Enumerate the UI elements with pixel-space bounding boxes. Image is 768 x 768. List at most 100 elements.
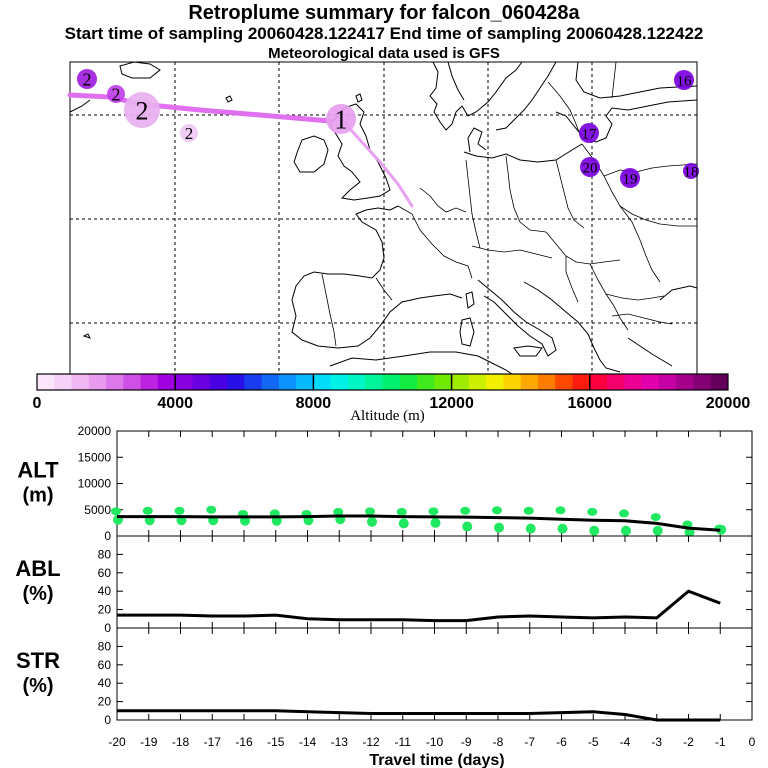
- altitude-point: [557, 523, 568, 534]
- colorbar-swatch: [175, 374, 193, 390]
- colorbar-swatch: [607, 374, 625, 390]
- sardinia: [459, 317, 475, 347]
- plume-marker-label: 2: [185, 124, 194, 143]
- y-tick-label: 60: [98, 566, 112, 580]
- north-africa: [329, 351, 513, 375]
- plume-marker-label: 16: [677, 73, 693, 89]
- colorbar-swatch: [555, 374, 574, 390]
- map-gridlines: [70, 62, 697, 374]
- altitude-point: [111, 507, 121, 516]
- colorbar-swatch: [503, 374, 522, 390]
- plume-marker-label: 2: [112, 84, 121, 104]
- colorbar-swatch: [417, 374, 435, 390]
- altitude-point: [494, 522, 504, 533]
- panel-frame: [116, 627, 753, 721]
- denmark: [467, 127, 487, 153]
- france-spain-coast: [291, 205, 463, 349]
- faroe: [225, 95, 233, 103]
- altitude-point: [716, 524, 727, 535]
- x-axis-label: Travel time (days): [369, 752, 504, 768]
- sampling-time-line: Start time of sampling 20060428.122417 E…: [64, 24, 704, 43]
- colorbar-axis-label: Altitude (m): [350, 408, 425, 424]
- plume-marker: [579, 123, 599, 143]
- x-tick-label: -1: [715, 735, 726, 749]
- colorbar-swatch: [693, 374, 712, 390]
- plume-marker: [674, 70, 694, 90]
- x-tick-label: -8: [493, 735, 504, 749]
- altitude-point: [460, 506, 471, 515]
- colorbar-swatch: [589, 374, 608, 390]
- black-sea: [659, 285, 698, 301]
- plume-marker: [77, 69, 97, 89]
- altitude-point: [462, 521, 473, 532]
- great-britain: [329, 103, 391, 201]
- colorbar-swatch: [313, 374, 332, 390]
- sicily: [513, 345, 543, 357]
- plume-marker-label: 2: [136, 96, 149, 125]
- colorbar-swatch: [399, 374, 418, 390]
- norway-inner-coast: [447, 61, 465, 101]
- altitude-point: [619, 509, 629, 518]
- y-axis-label: ABL: [15, 556, 60, 581]
- altitude-mean-line: [117, 514, 721, 532]
- x-tick-label: -6: [556, 735, 567, 749]
- x-tick-label: -2: [683, 735, 694, 749]
- y-tick-label: 10000: [78, 477, 112, 491]
- altitude-point: [525, 523, 536, 534]
- altitude-point: [206, 505, 217, 514]
- colorbar-swatch: [54, 374, 73, 390]
- y-tick-label: 60: [98, 658, 112, 672]
- x-tick-label: -9: [461, 735, 472, 749]
- x-tick-label: -14: [299, 735, 317, 749]
- met-data-line: Meteorological data used is GFS: [268, 45, 500, 62]
- corsica: [465, 291, 475, 309]
- colorbar-swatch: [641, 374, 660, 390]
- plume-marker: [124, 92, 160, 128]
- altitude-point: [492, 506, 502, 515]
- altitude-point: [555, 506, 566, 515]
- colorbar-swatch: [192, 374, 211, 390]
- panel-frame: [116, 535, 753, 629]
- altitude-point: [428, 507, 439, 516]
- x-tick-label: -15: [267, 735, 285, 749]
- colorbar-swatch: [330, 374, 349, 390]
- altitude-point: [142, 506, 153, 515]
- plume-marker-label: 1: [334, 105, 348, 135]
- colorbar-swatch: [624, 374, 643, 390]
- sweden-coast: [495, 61, 557, 131]
- scandinavia-coast: [429, 61, 523, 131]
- italy: [477, 279, 557, 357]
- altitude-point: [396, 507, 407, 516]
- colorbar-swatch: [123, 374, 142, 390]
- colorbar-swatch: [520, 374, 539, 390]
- y-axis-label: STR: [16, 648, 60, 673]
- colorbar-tick-label: 20000: [706, 395, 751, 412]
- adriatic-coast: [523, 281, 621, 373]
- altitude-point: [174, 506, 185, 515]
- altitude-point: [365, 507, 375, 516]
- colorbar-swatch: [261, 374, 280, 390]
- colorbar-swatch: [486, 374, 504, 390]
- colorbar-swatch: [365, 374, 383, 390]
- colorbar-swatch: [227, 374, 245, 390]
- colorbar-tick-label: 12000: [429, 395, 474, 412]
- colorbar-swatch: [451, 374, 470, 390]
- y-tick-label: 80: [98, 547, 112, 561]
- y-tick-label: 40: [98, 676, 112, 690]
- y-axis-label: (%): [22, 675, 53, 697]
- baltic-south-coast: [463, 143, 583, 163]
- y-tick-label: 80: [98, 639, 112, 653]
- colorbar-swatch: [37, 374, 55, 390]
- plume-marker: [180, 124, 198, 142]
- x-tick-label: -5: [588, 735, 599, 749]
- plume-marker-label: 18: [684, 164, 699, 180]
- altitude-point: [398, 518, 409, 529]
- y-tick-label: 0: [104, 621, 111, 635]
- plume-marker: [620, 168, 640, 188]
- colorbar-tick-label: 8000: [296, 395, 332, 412]
- y-axis-label: (%): [22, 583, 53, 605]
- altitude-point: [430, 517, 441, 528]
- y-tick-label: 5000: [84, 503, 111, 517]
- y-tick-label: 0: [104, 713, 111, 727]
